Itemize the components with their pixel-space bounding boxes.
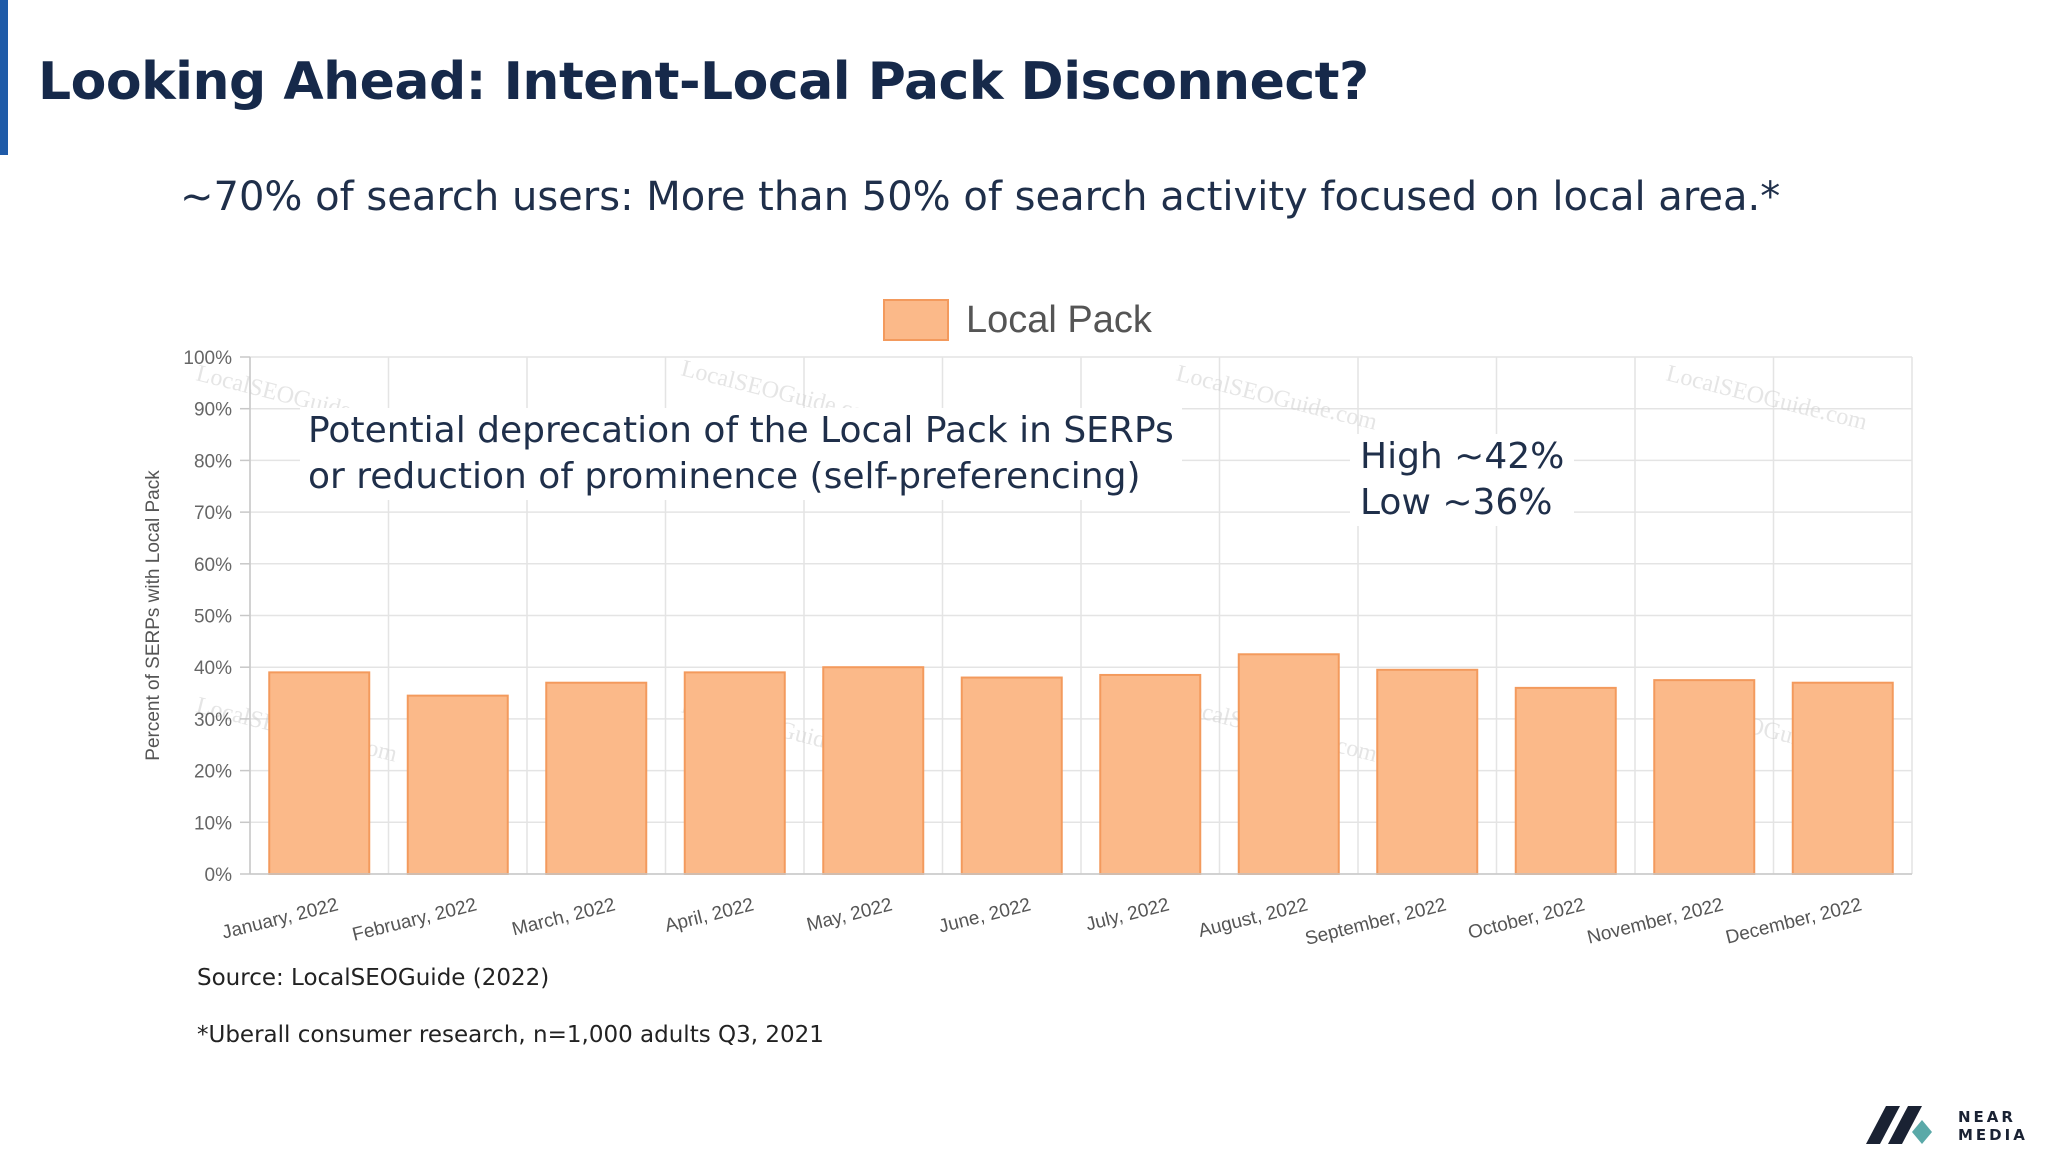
bar-4 bbox=[683, 671, 786, 875]
bar-5 bbox=[822, 666, 925, 876]
x-tick-label: July, 2022 bbox=[1084, 894, 1172, 935]
y-tick-label: 50% bbox=[194, 607, 232, 628]
y-tick-label: 40% bbox=[194, 658, 232, 679]
y-tick-label: 10% bbox=[194, 813, 232, 834]
chart-legend: Local Pack bbox=[883, 299, 1153, 341]
x-tick-label: October, 2022 bbox=[1466, 894, 1587, 943]
x-tick-label: June, 2022 bbox=[937, 894, 1033, 937]
bar-7 bbox=[1099, 673, 1202, 876]
y-tick-label: 80% bbox=[194, 451, 232, 472]
x-tick-label: December, 2022 bbox=[1724, 894, 1864, 948]
y-tick-label: 30% bbox=[194, 710, 232, 731]
x-tick-label: April, 2022 bbox=[663, 894, 756, 936]
deprecation-annotation: Potential deprecation of the Local Pack … bbox=[300, 408, 1182, 500]
bar-8 bbox=[1237, 653, 1340, 876]
chart-bars bbox=[268, 653, 1894, 876]
x-tick-label: September, 2022 bbox=[1303, 894, 1449, 949]
bar-12 bbox=[1791, 681, 1894, 876]
deprecation-annotation-line-1: Potential deprecation of the Local Pack … bbox=[308, 410, 1174, 451]
x-tick-label: November, 2022 bbox=[1585, 894, 1725, 948]
slide-title: Looking Ahead: Intent-Local Pack Disconn… bbox=[38, 52, 1369, 112]
logo-text-near: NEAR bbox=[1958, 1108, 2016, 1126]
x-tick-label: August, 2022 bbox=[1196, 894, 1310, 941]
research-footnote: *Uberall consumer research, n=1,000 adul… bbox=[197, 1022, 824, 1048]
bar-9 bbox=[1376, 668, 1479, 875]
x-tick-label: May, 2022 bbox=[805, 894, 895, 935]
low-value-label: Low ~36% bbox=[1360, 482, 1553, 523]
high-low-annotation: High ~42% Low ~36% bbox=[1350, 434, 1575, 526]
x-tick-label: January, 2022 bbox=[220, 894, 341, 943]
bar-10 bbox=[1514, 686, 1617, 875]
legend-swatch bbox=[883, 299, 949, 341]
bar-6 bbox=[960, 676, 1063, 875]
legend-label: Local Pack bbox=[966, 299, 1153, 341]
x-tick-label: March, 2022 bbox=[510, 894, 618, 940]
slide-subtitle: ~70% of search users: More than 50% of s… bbox=[180, 174, 1781, 220]
high-value-label: High ~42% bbox=[1360, 436, 1565, 477]
x-tick-label: February, 2022 bbox=[350, 894, 479, 945]
y-tick-label: 70% bbox=[194, 503, 232, 524]
y-tick-label: 60% bbox=[194, 555, 232, 576]
bar-11 bbox=[1653, 679, 1756, 875]
y-axis-title: Percent of SERPs with Local Pack bbox=[143, 470, 164, 761]
bar-2 bbox=[406, 694, 509, 876]
title-accent-bar bbox=[0, 0, 8, 155]
watermark-text: LocalSEOGuide.com bbox=[1174, 361, 1380, 436]
logo-text-media: MEDIA bbox=[1958, 1126, 2028, 1144]
chart-grid bbox=[249, 356, 1913, 875]
bar-3 bbox=[545, 681, 648, 876]
watermark-text: LocalSEOGuide.com bbox=[1664, 361, 1870, 436]
source-footnote: Source: LocalSEOGuide (2022) bbox=[197, 965, 550, 991]
bar-1 bbox=[268, 671, 371, 875]
deprecation-annotation-line-2: or reduction of prominence (self-prefere… bbox=[308, 456, 1141, 497]
y-tick-label: 20% bbox=[194, 762, 232, 783]
y-tick-label: 90% bbox=[194, 400, 232, 421]
y-tick-label: 100% bbox=[183, 348, 232, 369]
near-media-logo-icon bbox=[1866, 1106, 1932, 1144]
y-tick-label: 0% bbox=[205, 865, 233, 886]
